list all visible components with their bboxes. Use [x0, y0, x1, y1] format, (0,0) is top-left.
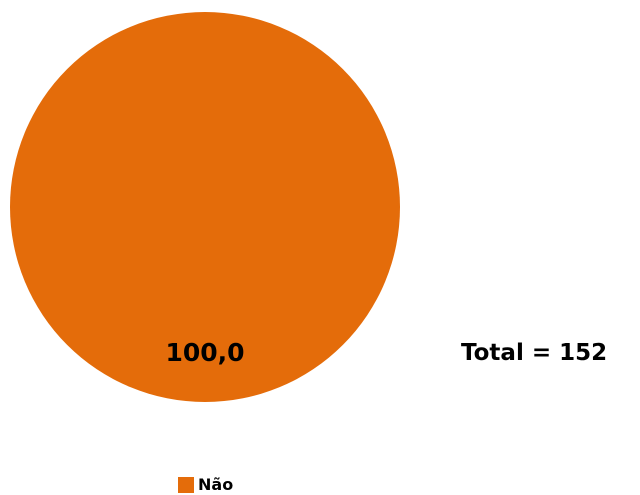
legend: Não	[178, 477, 233, 493]
slice-data-label: 100,0	[165, 338, 244, 367]
legend-swatch	[178, 477, 194, 493]
total-annotation: Total = 152	[461, 340, 608, 366]
pie-slice-nao	[10, 12, 400, 402]
pie-slices	[10, 12, 400, 402]
legend-label: Não	[198, 475, 234, 494]
